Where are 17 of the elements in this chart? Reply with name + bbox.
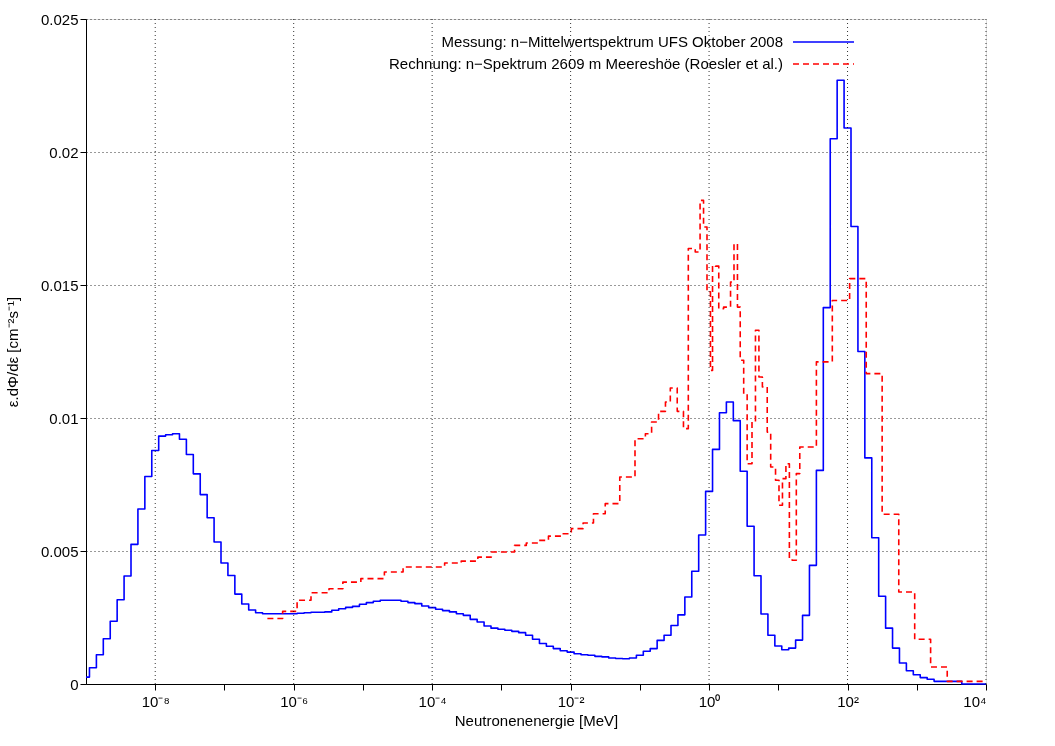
y-axis-title: ε.dΦ/dε [cm⁻²s⁻¹] xyxy=(3,296,21,408)
x-tick-label: 10² xyxy=(837,692,859,710)
y-tick-label: 0 xyxy=(70,675,79,693)
x-tick-label: 10⁻⁸ xyxy=(141,692,170,710)
legend-label: Messung: n−Mittelwertspektrum UFS Oktober 2008 xyxy=(441,33,783,50)
x-tick-label: 10⁻⁶ xyxy=(280,692,309,710)
legend-label: Rechnung: n−Spektrum 2609 m Meereshöe (Roesler et al.) xyxy=(389,55,783,72)
x-tick-label: 10⁴ xyxy=(963,692,987,710)
y-tick-label: 0.01 xyxy=(49,409,79,427)
x-axis-title: Neutronenenergie [MeV] xyxy=(454,711,619,729)
y-tick-label: 0.005 xyxy=(40,542,79,560)
x-tick-label: 10⁻⁴ xyxy=(418,692,447,710)
y-tick-label: 0.02 xyxy=(49,143,79,161)
y-tick-label: 0.025 xyxy=(40,10,79,28)
x-tick-label: 10⁰ xyxy=(698,692,721,710)
y-tick-label: 0.015 xyxy=(40,276,79,294)
x-tick-label: 10⁻² xyxy=(557,692,585,710)
